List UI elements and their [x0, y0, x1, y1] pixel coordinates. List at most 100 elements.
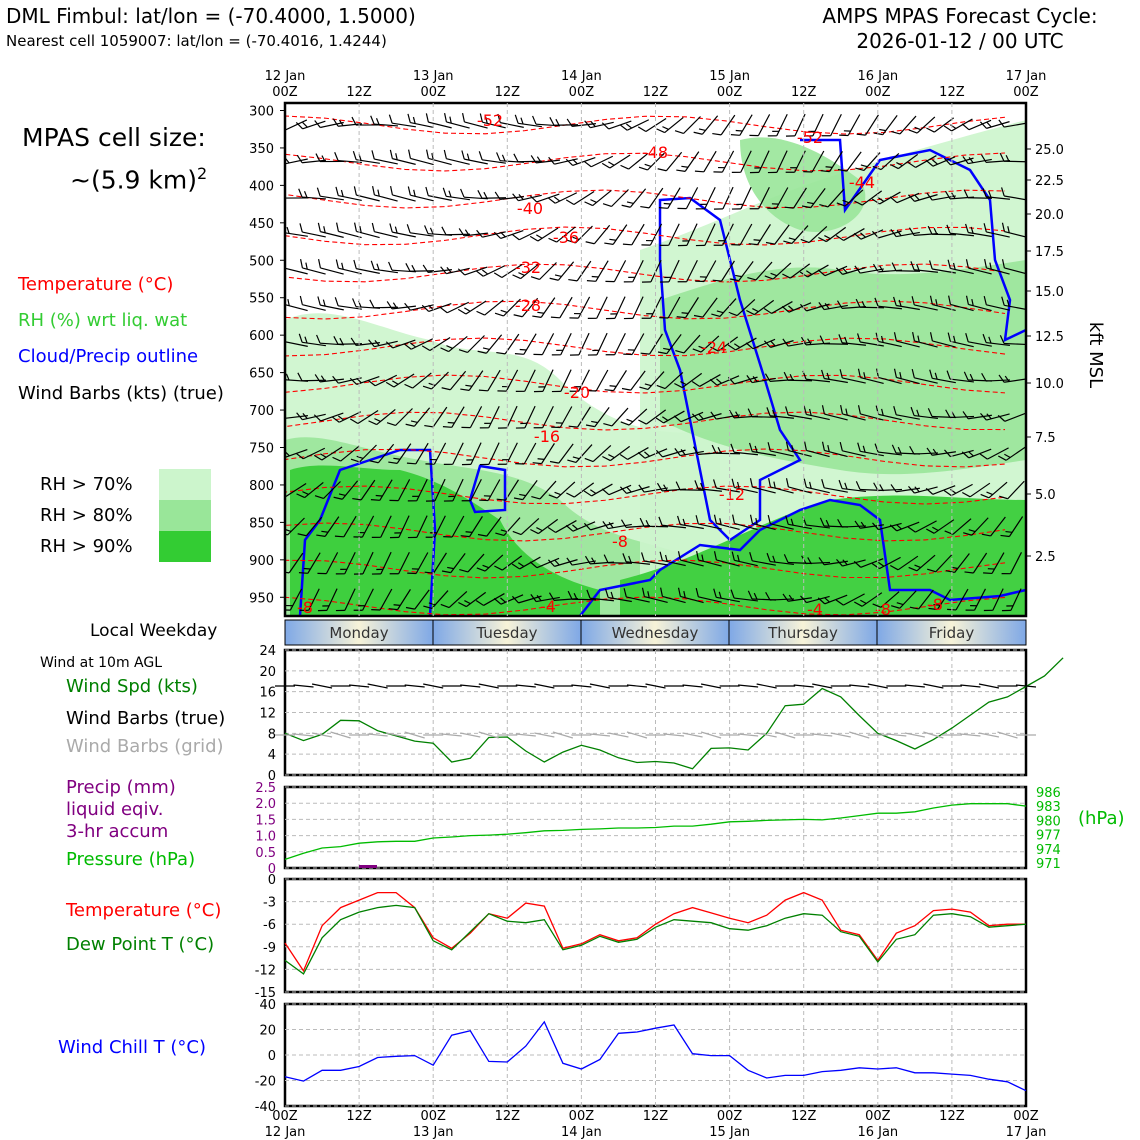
- wind-barb: [730, 114, 753, 136]
- wind-barb-shaft: [470, 442, 482, 465]
- wind-barb: [285, 226, 308, 237]
- wind-barb-shaft: [607, 562, 633, 564]
- temperature-contour-label: -28: [515, 296, 541, 315]
- temperature-contour-label: -4: [540, 597, 556, 616]
- wind-barb: [602, 445, 631, 462]
- wind-barb-flag: [891, 444, 897, 454]
- wind-barb-shaft: [830, 114, 842, 136]
- wind-barb: [981, 516, 1006, 537]
- wind-barb-flag: [1007, 226, 1010, 233]
- wind-barb-flag: [623, 281, 633, 283]
- wind-barb-shaft: [488, 405, 500, 429]
- wind-barb-flag: [572, 524, 578, 530]
- wind-barb-flag: [891, 262, 897, 271]
- wind-barb-flag: [374, 339, 380, 346]
- wind-barb-shaft: [932, 156, 956, 167]
- wind-barb-flag: [550, 316, 560, 319]
- wind-barb-flag: [659, 281, 669, 283]
- wind-barb: [605, 260, 627, 283]
- wind-barb-flag: [285, 450, 286, 458]
- wind-barb-flag: [947, 332, 951, 342]
- wind-barb-shaft: [377, 443, 395, 464]
- wind-barb: [677, 223, 698, 247]
- wind-barb: [981, 372, 1011, 382]
- wind-barb: [926, 447, 956, 456]
- wind-barb-flag: [961, 451, 970, 459]
- wind-barb-flag: [663, 202, 671, 205]
- wind-barb-shaft: [824, 265, 848, 277]
- wind-barb-shaft: [608, 523, 632, 530]
- wind-barb-flag: [530, 528, 539, 535]
- wind-barb: [513, 297, 539, 318]
- wind-barb-shaft: [914, 269, 938, 273]
- wind-barb-flag: [586, 589, 591, 599]
- wind-barb: [497, 113, 524, 128]
- wind-barb-flag: [297, 533, 307, 537]
- wind-barb: [285, 267, 308, 275]
- wind-barb-flag: [567, 590, 573, 600]
- wind-barb-flag: [857, 333, 861, 343]
- wind-barb-flag: [854, 265, 861, 274]
- wind-barb-flag: [819, 335, 825, 344]
- wind-barb: [982, 188, 1010, 200]
- wind-barb: [585, 407, 610, 428]
- wind-barb-flag: [385, 341, 394, 349]
- wind-barb-shaft: [860, 341, 884, 347]
- surface-wind-barb-true: [682, 684, 703, 688]
- wind-barb: [514, 114, 542, 128]
- wind-barb-flag: [1004, 453, 1011, 458]
- wind-barb: [353, 222, 380, 239]
- wind-barb-flag: [623, 588, 627, 598]
- wind-barb-shaft: [679, 489, 705, 491]
- wind-barb-flag: [529, 235, 539, 242]
- wind-barb: [407, 515, 428, 539]
- wind-barb-flag: [890, 229, 897, 237]
- wind-barb: [732, 514, 758, 531]
- wind-barb-flag: [790, 518, 794, 526]
- wind-barb: [332, 445, 360, 462]
- cell-size-line1: MPAS cell size:: [22, 123, 206, 152]
- wind-barb: [999, 335, 1026, 346]
- wind-barb-shaft: [916, 554, 936, 572]
- wind-barb-flag: [899, 372, 902, 379]
- wind-barb-flag: [749, 208, 759, 210]
- wind-barb-shaft: [986, 413, 1010, 421]
- wind-barb-flag: [477, 350, 487, 354]
- wind-barb-flag: [585, 424, 595, 428]
- wind-barb-flag: [340, 189, 344, 197]
- wind-barb-flag: [860, 164, 868, 168]
- wind-barb-flag: [583, 490, 592, 497]
- wind-barb-flag: [333, 496, 343, 500]
- wind-barb-flag: [332, 118, 339, 127]
- wind-barb-flag: [334, 535, 344, 538]
- wind-barb-flag: [713, 208, 723, 210]
- wind-barb-flag: [638, 166, 648, 171]
- wind-barb-flag: [853, 560, 862, 568]
- wind-barb: [638, 409, 667, 425]
- wind-barb-flag: [736, 203, 744, 206]
- wind-barb: [711, 444, 741, 455]
- wind-barb-flag: [313, 454, 323, 461]
- wind-barb-flag: [819, 517, 825, 527]
- surface-wind-barb-grid: [293, 733, 314, 737]
- wind-barb: [800, 595, 830, 604]
- wind-barb: [820, 151, 843, 173]
- wind-barb-shaft: [628, 408, 648, 426]
- wind-barb-flag: [772, 409, 776, 417]
- wind-barb-flag: [729, 278, 739, 282]
- surface-wind-barb-grid: [700, 731, 722, 739]
- wind-barb-flag: [520, 422, 528, 425]
- value-tick-label: -3: [263, 896, 276, 911]
- wind-barb: [333, 336, 363, 345]
- wind-barb-flag: [818, 557, 825, 566]
- wind-barb: [983, 295, 1010, 311]
- wind-barb: [693, 297, 718, 318]
- wind-barb-flag: [908, 566, 918, 572]
- wind-barb-flag: [590, 120, 596, 127]
- wind-barb-flag: [515, 463, 525, 465]
- wind-barb-shaft: [308, 588, 320, 611]
- bottom-hour-label: 12Z: [939, 1109, 965, 1124]
- wind-barb-flag: [457, 268, 466, 276]
- wind-barb: [979, 447, 1009, 460]
